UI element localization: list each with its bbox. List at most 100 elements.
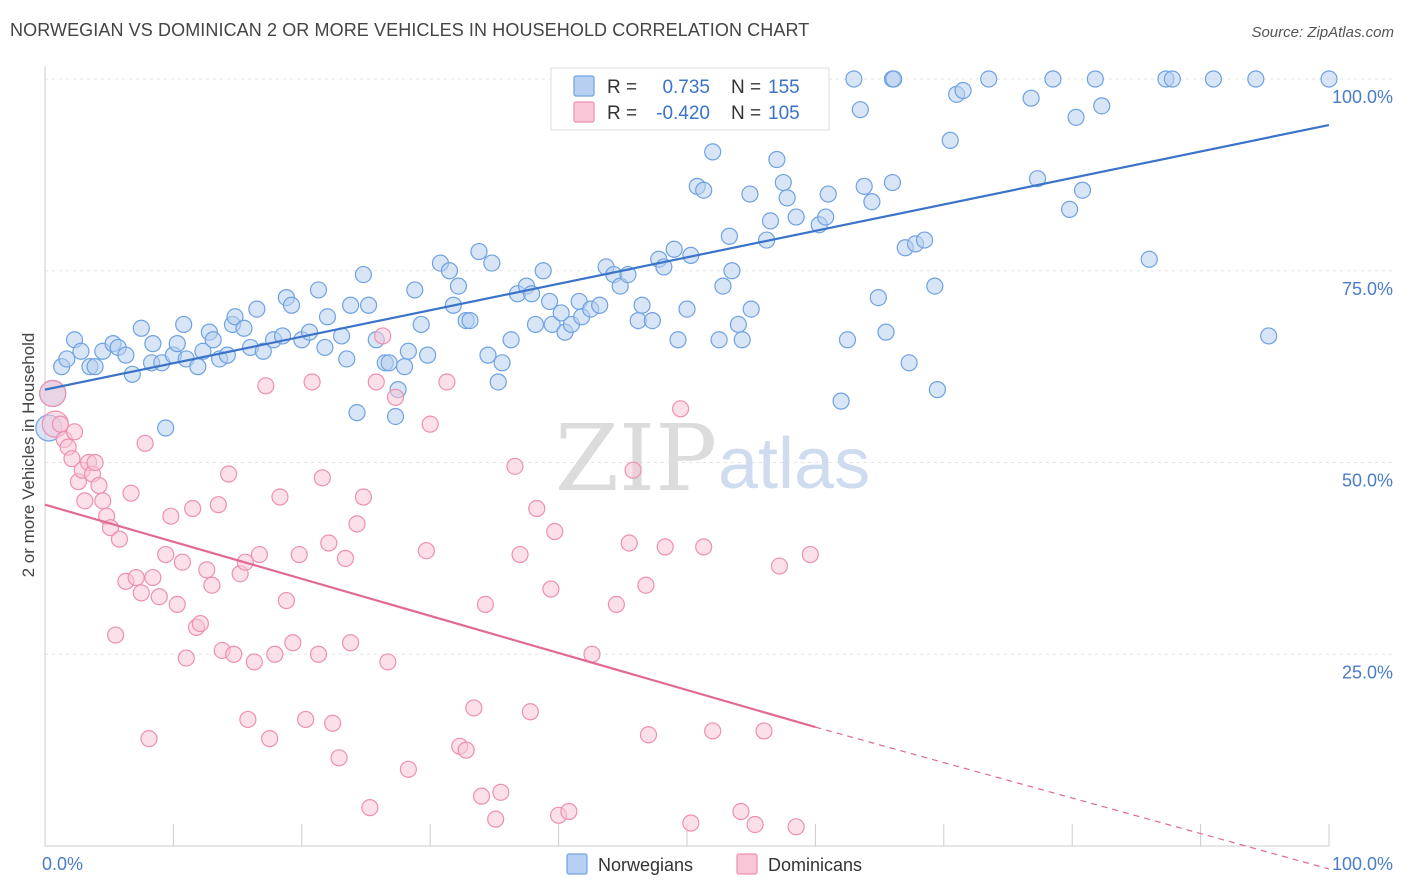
tick-label-layer: 25.0% 50.0% 75.0% 100.0% 0.0% 100.0% xyxy=(42,87,1393,874)
dominican-point-43 xyxy=(239,710,257,729)
norwegian-point-110 xyxy=(761,212,780,230)
dominican-point-90 xyxy=(620,534,638,552)
norwegian-point-47 xyxy=(354,265,373,284)
dominican-point-78 xyxy=(487,810,505,828)
dominican-point-50 xyxy=(277,591,295,610)
dominican-point-79 xyxy=(492,783,510,801)
norwegian-point-138 xyxy=(1044,70,1062,88)
dominican-point-60 xyxy=(336,549,355,567)
y-tick-label-0: 25.0% xyxy=(1342,662,1393,682)
legend-r-label-norwegians: R = xyxy=(607,77,637,98)
norwegian-point-129 xyxy=(915,231,934,249)
norwegian-point-32 xyxy=(248,300,266,318)
dominican-point-27 xyxy=(157,545,175,564)
dominican-point-32 xyxy=(184,499,202,518)
dominican-point-54 xyxy=(303,373,321,391)
dominican-point-104 xyxy=(801,545,819,564)
norwegian-point-67 xyxy=(483,254,501,272)
norwegian-point-127 xyxy=(900,354,918,372)
norwegian-point-118 xyxy=(832,392,850,410)
watermark-zip: ZIP xyxy=(555,405,717,512)
dominican-point-22 xyxy=(132,584,150,602)
norwegian-point-122 xyxy=(863,193,881,211)
dominican-point-17 xyxy=(107,626,125,644)
norwegian-point-155 xyxy=(885,70,903,88)
dominican-point-89 xyxy=(607,595,625,613)
norwegian-point-27 xyxy=(218,346,236,364)
dominican-point-14 xyxy=(94,492,112,510)
norwegian-point-152 xyxy=(845,70,863,88)
legend-swatch-dominicans xyxy=(573,101,595,123)
legend-n-label-norwegians: N = xyxy=(731,77,761,98)
y-tick-label-3: 100.0% xyxy=(1332,87,1393,107)
dominican-point-49 xyxy=(271,488,289,506)
norwegian-point-108 xyxy=(742,300,760,318)
norwegian-point-44 xyxy=(338,350,356,368)
dominican-point-96 xyxy=(682,814,700,832)
norwegian-point-45 xyxy=(341,296,360,314)
norwegian-point-132 xyxy=(941,131,959,149)
norwegian-point-7 xyxy=(86,358,104,376)
norwegian-point-106 xyxy=(733,331,751,349)
norwegian-point-130 xyxy=(926,277,944,295)
norwegian-point-40 xyxy=(309,281,328,299)
dominican-point-13 xyxy=(90,476,108,495)
dominican-point-93 xyxy=(639,726,658,744)
legend-n-value-norwegians: 155 xyxy=(768,77,800,98)
dominican-point-66 xyxy=(374,327,392,345)
dominican-point-53 xyxy=(297,710,315,729)
legend-r-value-dominicans: -0.420 xyxy=(656,103,710,124)
dominican-point-46 xyxy=(257,377,275,395)
dominican-point-55 xyxy=(309,645,328,663)
norwegian-point-30 xyxy=(235,319,253,337)
norwegian-point-112 xyxy=(774,173,792,192)
dominican-point-5 xyxy=(63,450,81,468)
dominican-point-76 xyxy=(472,787,491,805)
dominican-point-98 xyxy=(704,722,722,740)
dominican-point-52 xyxy=(290,545,308,564)
dominican-point-101 xyxy=(755,722,773,740)
trend-layer xyxy=(44,123,1330,870)
legend-swatch-norwegians xyxy=(573,75,595,97)
dominican-point-37 xyxy=(209,496,227,514)
dominican-point-97 xyxy=(695,538,713,556)
dominican-point-71 xyxy=(421,415,439,433)
norwegian-point-37 xyxy=(282,296,301,314)
dominican-point-35 xyxy=(198,561,216,579)
dominican-point-59 xyxy=(330,749,348,767)
norwegian-point-19 xyxy=(168,335,186,353)
legend-top-box xyxy=(550,67,830,131)
norwegian-point-60 xyxy=(440,262,459,280)
norwegian-point-124 xyxy=(877,323,895,341)
watermark: ZIP atlas xyxy=(555,405,870,512)
dominican-point-25 xyxy=(144,568,162,587)
norwegian-point-68 xyxy=(489,373,507,391)
norwegian-point-136 xyxy=(1022,89,1040,107)
legend-bottom-swatch-dominicans xyxy=(736,853,758,875)
norwegian-point-55 xyxy=(399,342,417,360)
norwegian-point-103 xyxy=(720,227,738,245)
dominican-point-30 xyxy=(173,553,191,571)
norwegian-point-123 xyxy=(869,288,887,307)
dominican-point-61 xyxy=(341,634,360,652)
legend-top: R = 0.735 N = 155 R = -0.420 N = 105 xyxy=(550,67,830,131)
dominican-point-51 xyxy=(284,634,302,652)
norwegian-point-3 xyxy=(58,350,76,368)
norwegian-point-119 xyxy=(838,331,857,349)
dominican-point-40 xyxy=(225,645,243,663)
dominican-point-92 xyxy=(637,576,655,594)
norwegian-point-116 xyxy=(817,208,835,226)
norwegian-point-148 xyxy=(1247,70,1265,88)
dominican-trend-extension xyxy=(815,726,1330,870)
dominican-point-75 xyxy=(465,699,483,717)
norwegian-point-104 xyxy=(723,262,741,280)
dominican-point-20 xyxy=(122,484,140,502)
norwegian-point-120 xyxy=(851,101,869,119)
norwegian-point-147 xyxy=(1204,70,1223,88)
dominican-point-9 xyxy=(76,492,94,510)
norwegian-point-90 xyxy=(633,296,651,314)
dominican-point-80 xyxy=(506,457,524,475)
dominican-point-0 xyxy=(39,379,67,408)
y-axis-label: 2 or more Vehicles in Household xyxy=(19,333,38,578)
dominican-point-29 xyxy=(168,595,186,613)
